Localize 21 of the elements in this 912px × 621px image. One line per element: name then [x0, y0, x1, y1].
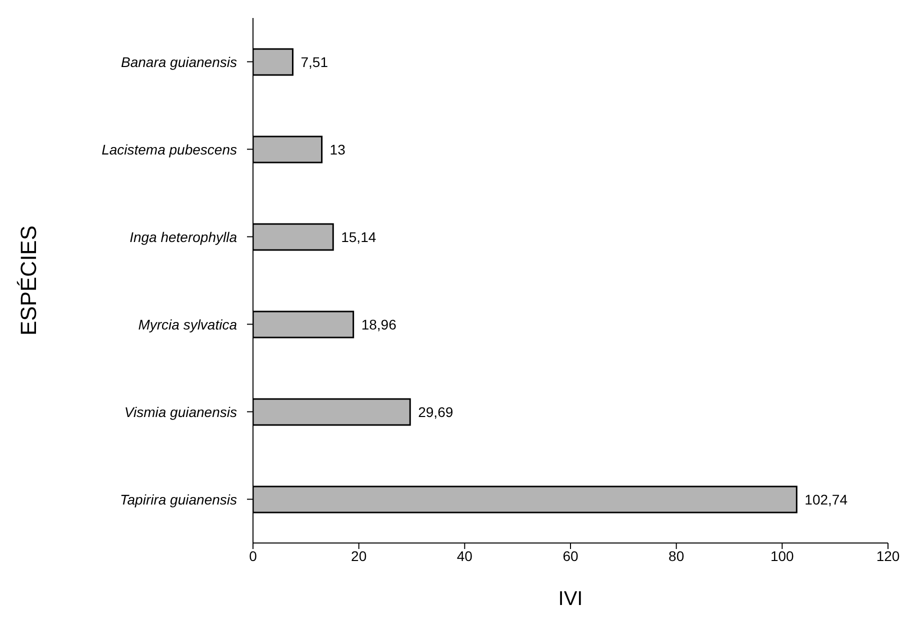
y-tick-label: Tapirira guianensis — [120, 491, 237, 508]
x-tick-label: 40 — [456, 548, 473, 564]
data-label: 13 — [330, 142, 346, 158]
x-tick-label: 20 — [351, 548, 367, 564]
data-label: 29,69 — [418, 404, 454, 420]
data-label: 18,96 — [361, 316, 397, 332]
y-tick-label: Lacistema pubescens — [102, 141, 237, 158]
x-tick-label: 60 — [562, 548, 578, 564]
y-tick-label: Vismia guianensis — [124, 404, 237, 420]
y-axis-title: ESPÉCIES — [16, 225, 41, 336]
x-tick-label: 100 — [770, 548, 794, 564]
y-tick-label: Banara guianensis — [121, 54, 237, 70]
x-tick-label: 120 — [876, 548, 900, 564]
data-label: 102,74 — [804, 492, 848, 508]
y-tick-label: Inga heterophylla — [130, 228, 238, 245]
x-axis-title: IVI — [558, 588, 583, 610]
data-label: 7,51 — [300, 54, 328, 70]
x-tick-label: 80 — [668, 548, 684, 564]
x-tick-label: 0 — [249, 548, 258, 564]
data-label: 15,14 — [341, 229, 376, 245]
y-tick-label: Myrcia sylvatica — [138, 316, 238, 332]
